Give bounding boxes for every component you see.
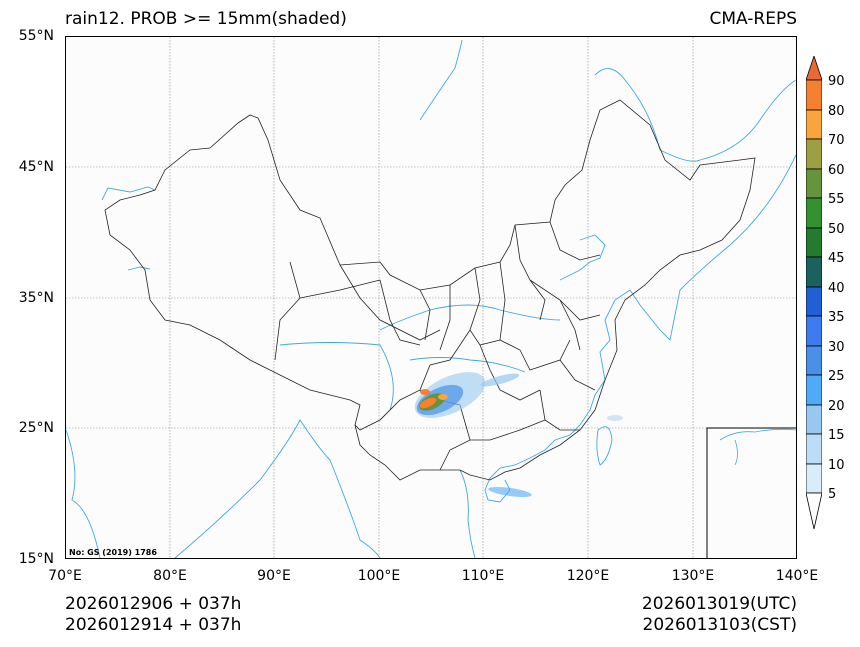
colorbar-label-10: 10: [828, 458, 845, 473]
colorbar-label-25: 25: [828, 369, 845, 384]
coastlines: [66, 39, 796, 558]
lat-tick-35: 35°N: [18, 290, 54, 306]
south-china-sea-inset: [706, 427, 796, 558]
colorbar-label-15: 15: [828, 428, 845, 443]
lon-tick-70: 70°E: [48, 568, 82, 584]
map-approval-credit: No: GS (2019) 1786: [69, 548, 157, 557]
lon-tick-120: 120°E: [566, 568, 610, 584]
init-time-line2: 2026012914 + 037h: [65, 615, 242, 635]
lon-tick-110: 110°E: [461, 568, 505, 584]
map-canvas: [66, 37, 796, 558]
inset-coastline: [719, 428, 796, 466]
colorbar-label-55: 55: [828, 192, 845, 207]
init-time-line1: 2026012906 + 037h: [65, 594, 242, 614]
probability-shading: [414, 372, 623, 498]
lon-tick-90: 90°E: [257, 568, 291, 584]
colorbar-label-40: 40: [828, 281, 845, 296]
china-boundaries: [104, 99, 756, 481]
colorbar-bins: [806, 79, 822, 494]
lat-tick-55: 55°N: [18, 28, 54, 44]
colorbar-label-60: 60: [828, 163, 845, 178]
lon-tick-80: 80°E: [153, 568, 187, 584]
lon-tick-140: 140°E: [775, 568, 819, 584]
colorbar-label-30: 30: [828, 340, 845, 355]
colorbar: [806, 56, 822, 530]
colorbar-label-90: 90: [828, 74, 845, 89]
colorbar-label-80: 80: [828, 104, 845, 119]
colorbar-label-70: 70: [828, 133, 845, 148]
lon-tick-130: 130°E: [671, 568, 715, 584]
colorbar-extend-min: [806, 492, 822, 530]
lat-tick-45: 45°N: [18, 159, 54, 175]
colorbar-label-5: 5: [828, 487, 837, 502]
lon-tick-100: 100°E: [357, 568, 401, 584]
valid-time-utc: 2026013019(UTC): [641, 594, 797, 614]
lat-tick-15: 15°N: [18, 551, 54, 567]
model-name: CMA-REPS: [709, 9, 797, 29]
map-plot: [65, 36, 797, 559]
colorbar-label-50: 50: [828, 222, 845, 237]
graticule: [66, 37, 796, 558]
lat-tick-25: 25°N: [18, 420, 54, 436]
colorbar-extend-max: [806, 56, 822, 81]
valid-time-cst: 2026013103(CST): [642, 615, 797, 635]
colorbar-label-35: 35: [828, 310, 845, 325]
plot-title: rain12. PROB >= 15mm(shaded): [65, 9, 347, 29]
colorbar-label-45: 45: [828, 251, 845, 266]
colorbar-label-20: 20: [828, 399, 845, 414]
